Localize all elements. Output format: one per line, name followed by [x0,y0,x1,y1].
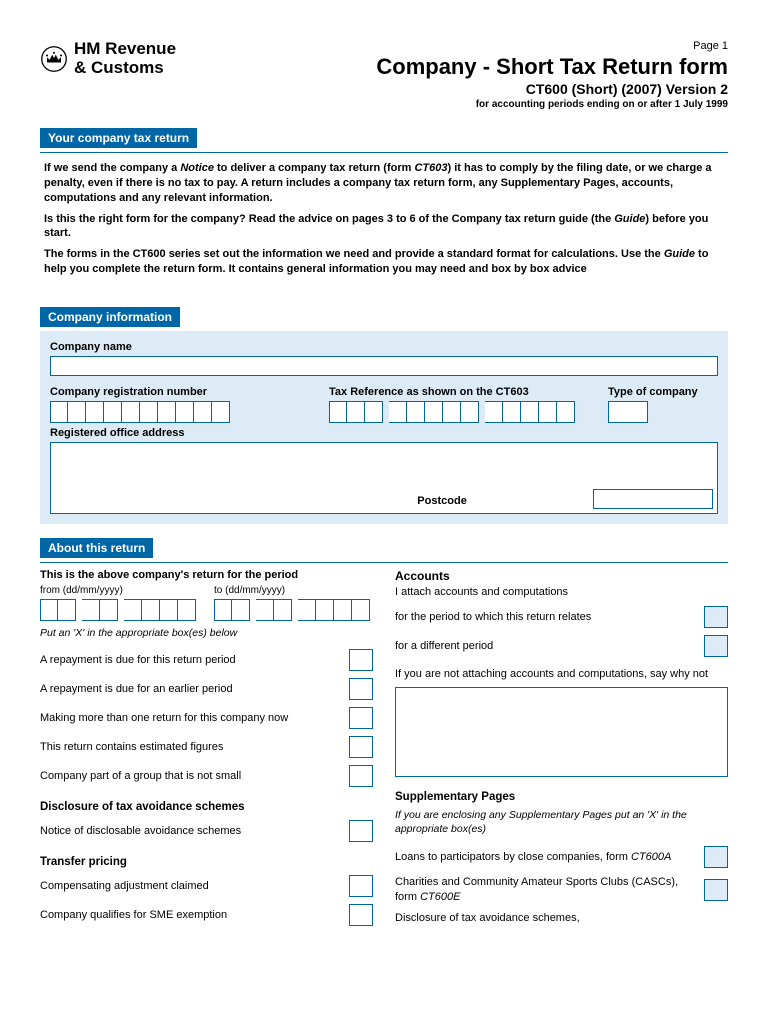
s2-label: Charities and Community Amateur Sports C… [395,875,694,904]
transfer-heading: Transfer pricing [40,856,373,868]
about-hint: Put an 'X' in the appropriate box(es) be… [40,627,373,639]
c8-checkbox[interactable] [349,904,373,926]
postcode-input[interactable] [593,489,713,509]
intro-p3: The forms in the CT600 series set out th… [44,247,724,277]
form-subtitle: CT600 (Short) (2007) Version 2 [376,81,728,97]
accounts-sub: I attach accounts and computations [395,586,728,598]
disclosem e-heading: Disclosure of tax avoidance schemes [40,801,373,813]
header-right: Page 1 Company - Short Tax Return form C… [376,40,728,110]
from-date-input[interactable] [40,599,196,621]
why-label: If you are not attaching accounts and co… [395,667,728,681]
c2-label: A repayment is due for an earlier period [40,682,339,696]
c7-label: Compensating adjustment claimed [40,879,339,893]
addr-label: Registered office address [50,427,718,439]
to-label: to (dd/mm/yyyy) [214,585,370,596]
company-info-panel: Company name Company registration number… [40,331,728,524]
about-section-bar: About this return [40,538,153,558]
company-name-label: Company name [50,341,718,353]
to-date-input[interactable] [214,599,370,621]
why-textarea[interactable] [395,687,728,777]
period-label: This is the above company's return for t… [40,569,373,581]
supp-heading: Supplementary Pages [395,791,728,803]
accounts-heading: Accounts [395,569,728,583]
s1-label: Loans to participators by close companie… [395,850,694,864]
c4-checkbox[interactable] [349,736,373,758]
from-label: from (dd/mm/yyyy) [40,585,196,596]
type-label: Type of company [608,386,718,398]
intro-section-bar: Your company tax return [40,128,197,148]
supp-hint: If you are enclosing any Supplementary P… [395,809,728,836]
s2-checkbox[interactable] [704,879,728,901]
s3-label: Disclosure of tax avoidance schemes, [395,911,728,925]
page-number: Page 1 [376,40,728,52]
c6-checkbox[interactable] [349,820,373,842]
about-right-col: Accounts I attach accounts and computati… [395,569,728,933]
c7-checkbox[interactable] [349,875,373,897]
address-input[interactable]: Postcode [50,442,718,514]
org-name: HM Revenue & Customs [74,40,176,77]
reg-number-label: Company registration number [50,386,309,398]
intro-p1: If we send the company a Notice to deliv… [44,161,724,206]
crown-icon [40,45,68,73]
hmrc-logo: HM Revenue & Customs [40,40,176,77]
intro-box: If we send the company a Notice to deliv… [40,152,728,293]
postcode-label: Postcode [417,495,467,507]
form-title: Company - Short Tax Return form [376,54,728,80]
c6-label: Notice of disclosable avoidance schemes [40,824,339,838]
intro-p2: Is this the right form for the company? … [44,212,724,242]
form-note: for accounting periods ending on or afte… [376,99,728,110]
c2-checkbox[interactable] [349,678,373,700]
c4-label: This return contains estimated figures [40,740,339,754]
c5-label: Company part of a group that is not smal… [40,769,339,783]
about-left-col: This is the above company's return for t… [40,569,373,933]
acct-r1-checkbox[interactable] [704,606,728,628]
acct-r2-checkbox[interactable] [704,635,728,657]
acct-r1-label: for the period to which this return rela… [395,610,694,624]
c3-label: Making more than one return for this com… [40,711,339,725]
acct-r2-label: for a different period [395,639,694,653]
taxref-label: Tax Reference as shown on the CT603 [329,386,588,398]
c3-checkbox[interactable] [349,707,373,729]
taxref-input[interactable] [329,401,588,423]
type-input[interactable] [608,401,648,423]
reg-number-input[interactable] [50,401,309,423]
company-name-input[interactable] [50,356,718,376]
c1-label: A repayment is due for this return perio… [40,653,339,667]
s1-checkbox[interactable] [704,846,728,868]
c8-label: Company qualifies for SME exemption [40,908,339,922]
company-section-bar: Company information [40,307,180,327]
page-header: HM Revenue & Customs Page 1 Company - Sh… [40,40,728,110]
c1-checkbox[interactable] [349,649,373,671]
c5-checkbox[interactable] [349,765,373,787]
